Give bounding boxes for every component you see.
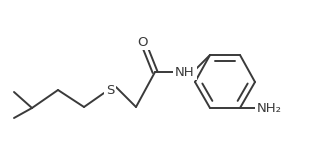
Text: S: S: [106, 84, 114, 96]
Text: NH: NH: [175, 66, 195, 78]
Text: NH₂: NH₂: [257, 102, 282, 114]
Text: O: O: [138, 36, 148, 48]
